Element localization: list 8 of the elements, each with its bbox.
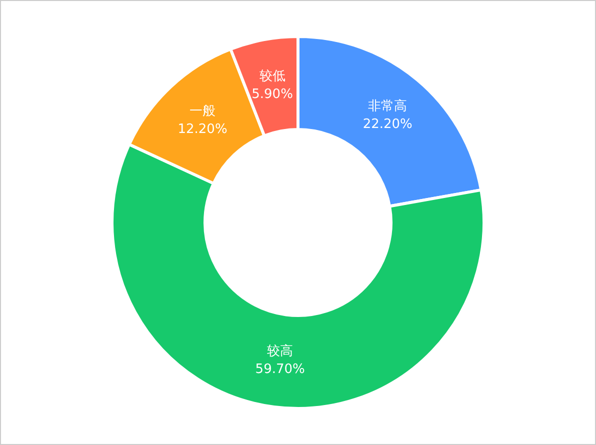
data-label: 12.20% xyxy=(178,122,228,138)
slice-label: 一般 xyxy=(190,104,216,120)
data-label: 59.70% xyxy=(255,362,305,378)
data-label: 22.20% xyxy=(362,116,412,132)
slice-label: 非常高 xyxy=(368,98,408,114)
slice-label: 较低 xyxy=(259,68,286,84)
slice-label: 较高 xyxy=(267,343,294,360)
data-label: 5.90% xyxy=(252,86,293,102)
